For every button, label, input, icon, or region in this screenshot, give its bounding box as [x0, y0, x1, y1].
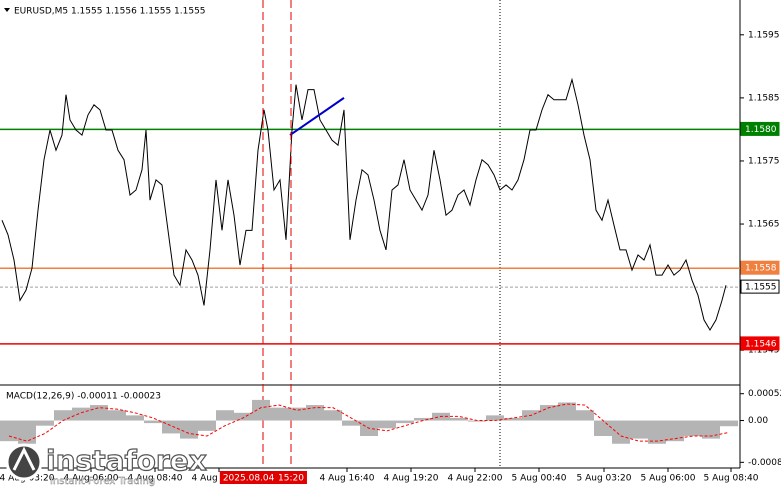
- level-label: 1.1546: [745, 339, 777, 349]
- watermark-tagline: Instant Forex Trading: [50, 476, 155, 487]
- y-tick-label: -0.00081: [748, 458, 781, 468]
- macd-bar: [180, 420, 198, 439]
- macd-bar: [414, 417, 432, 421]
- y-tick-label: 1.1545: [748, 346, 780, 356]
- macd-bar: [558, 402, 576, 421]
- macd-bar: [306, 405, 324, 421]
- price-line: [1, 77, 727, 331]
- marker-label-box: [275, 471, 307, 484]
- marker-label: 2025.08.04 14:10: [223, 474, 304, 484]
- macd-bar: [396, 420, 414, 424]
- macd-bar: [648, 420, 666, 444]
- macd-bar: [684, 420, 702, 437]
- macd-bar: [0, 420, 18, 442]
- y-tick-label: 1.1595: [748, 30, 780, 40]
- macd-bar: [720, 420, 738, 427]
- macd-bar: [144, 420, 162, 424]
- macd-bar: [540, 405, 558, 421]
- x-tick-label: 5 Aug 06:00: [641, 474, 696, 484]
- signal-line: [8, 403, 730, 442]
- macd-bar: [630, 420, 648, 439]
- level-label-box: [740, 279, 780, 294]
- macd-bar: [108, 410, 126, 421]
- y-tick-label: 0.00: [748, 416, 768, 426]
- panel-title: MACD(12,26,9) -0.00011 -0.00023: [6, 392, 161, 402]
- macd-bar: [612, 420, 630, 444]
- watermark-brand: instaforex: [46, 444, 207, 477]
- macd-bar: [162, 420, 180, 434]
- trend-line: [289, 97, 345, 136]
- macd-bar: [234, 412, 252, 421]
- x-tick-label: 5 Aug 03:20: [577, 474, 632, 484]
- macd-bar: [594, 420, 612, 437]
- macd-bar: [504, 417, 522, 421]
- macd-bar: [270, 407, 288, 421]
- level-label: 1.1555: [745, 283, 777, 293]
- macd-bar: [36, 420, 54, 426]
- y-tick-label: 1.1575: [748, 156, 780, 166]
- y-tick-label: 1.1565: [748, 220, 780, 230]
- macd-bar: [90, 405, 108, 421]
- macd-bar: [54, 410, 72, 421]
- x-tick-label: 4 Aug 08:40: [128, 474, 183, 484]
- macd-bar: [576, 410, 594, 421]
- macd-bar: [486, 415, 504, 421]
- watermark: instaforex Instant Forex Trading: [5, 443, 207, 487]
- macd-bar: [324, 410, 342, 421]
- watermark-logo-mark: [12, 446, 36, 471]
- y-tick-label: 0.00052: [748, 389, 781, 399]
- level-label-box: [740, 121, 780, 136]
- macd-bar: [18, 420, 36, 444]
- collapse-icon: [4, 8, 10, 12]
- x-tick-label: 4 Aug 16:40: [320, 474, 375, 484]
- macd-bar: [342, 420, 360, 426]
- marker-label: 15:20: [278, 474, 304, 484]
- macd-bar: [288, 407, 306, 421]
- x-tick-label: 4 Aug 11:20: [192, 474, 247, 484]
- level-label-box: [740, 336, 780, 351]
- watermark-logo: [5, 443, 43, 481]
- macd-bar: [468, 420, 486, 422]
- macd-bar: [378, 420, 396, 429]
- macd-bar: [666, 420, 684, 442]
- macd-bar: [72, 407, 90, 421]
- y-tick-label: 1.1585: [748, 93, 780, 103]
- macd-bar: [450, 417, 468, 421]
- macd-bar: [216, 410, 234, 421]
- x-tick-label: 4 Aug 22:00: [448, 474, 503, 484]
- x-tick-label: 5 Aug 00:40: [512, 474, 567, 484]
- x-tick-label: 4 Aug 06:00: [64, 474, 119, 484]
- x-tick-label: 4 Aug 19:20: [384, 474, 439, 484]
- level-label: 1.1580: [745, 125, 777, 135]
- x-tick-label: 5 Aug 08:40: [704, 474, 759, 484]
- macd-bar: [126, 415, 144, 421]
- panel-title: EURUSD,M5 1.1555 1.1556 1.1555 1.1555: [14, 7, 206, 17]
- macd-bar: [252, 399, 270, 421]
- macd-bar: [198, 420, 216, 431]
- level-label: 1.1558: [745, 264, 777, 274]
- macd-bar: [702, 420, 720, 439]
- level-label-box: [740, 260, 780, 275]
